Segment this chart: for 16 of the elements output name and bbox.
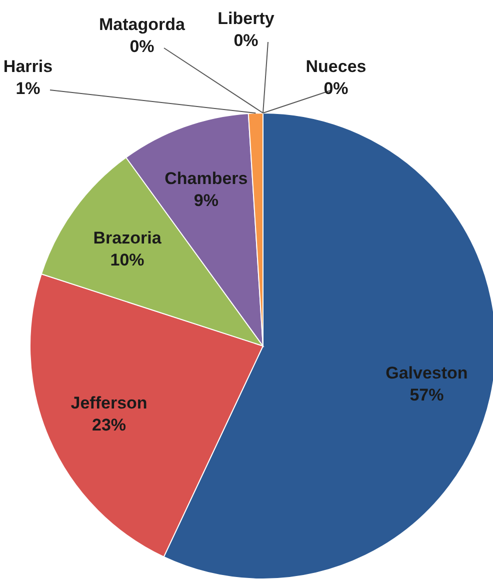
text: 0% (130, 37, 154, 56)
slice-label: Galveston (386, 364, 468, 383)
text: 0% (324, 79, 348, 98)
slice-label: Jefferson (70, 394, 148, 413)
category-label: Matagorda (99, 15, 185, 34)
category-label: Liberty (218, 9, 274, 28)
text: 0% (234, 31, 258, 50)
slice-label: Chambers (164, 169, 248, 188)
data-label: 1% (16, 79, 40, 98)
data-label: 23% (92, 416, 126, 435)
data-label: 9% (194, 191, 218, 210)
slice-label: Brazoria (93, 228, 162, 248)
category-label: Nueces (306, 57, 366, 76)
data-label: 57% (410, 386, 444, 405)
slice-label: Harris (3, 57, 53, 76)
data-label: 10% (110, 250, 144, 270)
